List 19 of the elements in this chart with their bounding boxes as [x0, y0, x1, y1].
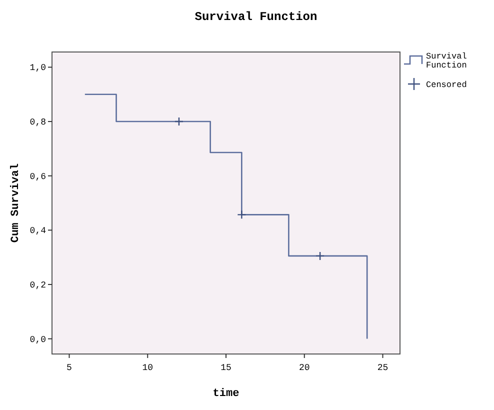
x-tick-label: 5	[66, 363, 72, 373]
y-tick-label: 0,0	[30, 334, 46, 345]
point	[237, 210, 246, 220]
x-tick-label: 20	[298, 363, 310, 373]
point	[315, 251, 325, 261]
y-tick-label: 0,2	[30, 280, 46, 290]
y-tick-label: 0,8	[30, 118, 46, 128]
y-tick-label: 0,6	[30, 172, 46, 182]
x-tick-label: 25	[377, 363, 388, 373]
x-axis-title: time	[212, 388, 240, 400]
legend-label: Censored	[426, 80, 467, 90]
y-tick-label: 0,4	[30, 226, 46, 236]
y-axis-title: Cum Survival	[10, 163, 22, 243]
x-tick-label: 10	[142, 363, 154, 373]
chart-title: Survival Function	[194, 10, 318, 24]
legend-label: Survival Function	[426, 52, 467, 70]
y-tick-label: 1,0	[30, 63, 46, 74]
point	[174, 116, 184, 126]
x-tick-label: 15	[220, 363, 232, 373]
